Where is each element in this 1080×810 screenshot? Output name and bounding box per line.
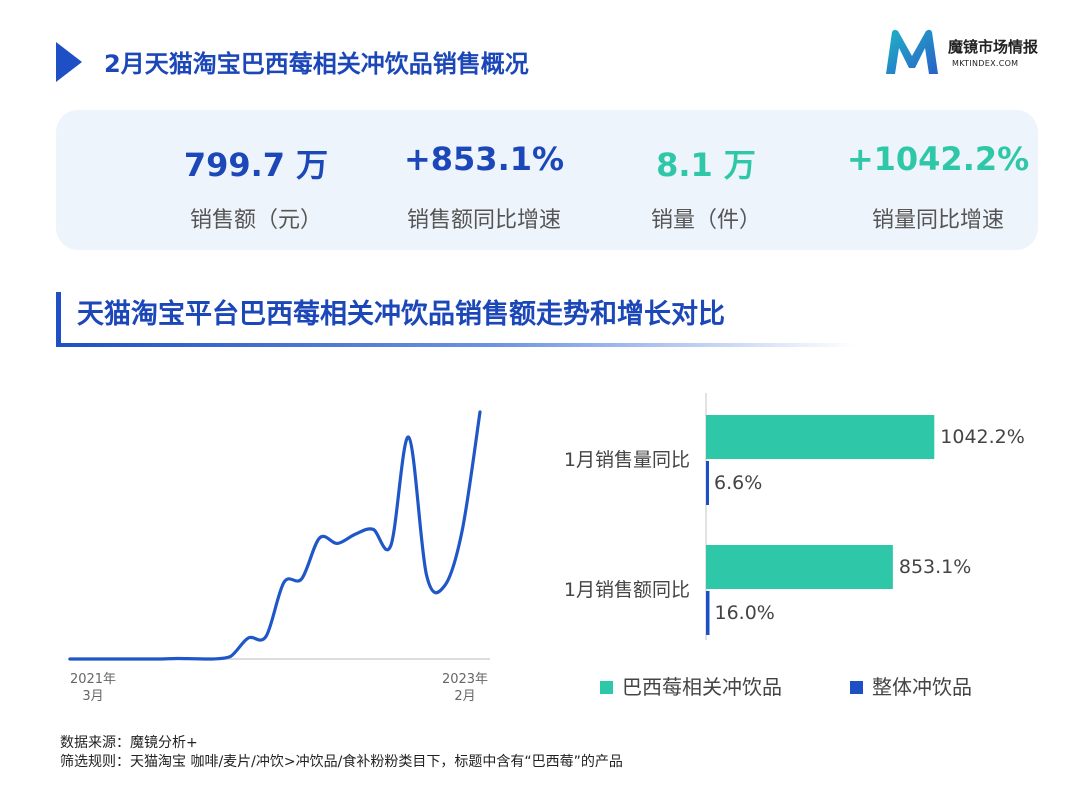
kpi-value: 8.1 万 [656, 146, 756, 184]
x-tick-label-start: 2021年 3月 [70, 672, 116, 704]
logo-name: 魔镜市场情报 [948, 38, 1039, 56]
bar-overall [706, 591, 710, 635]
logo: 魔镜市场情报 MKTINDEX.COM [882, 28, 1052, 80]
bar-overall [706, 461, 709, 505]
bar-value-label: 1042.2% [940, 426, 1025, 448]
kpi-label: 销量同比增速 [871, 208, 1004, 233]
footnote-source: 数据来源：魔镜分析+ [60, 735, 198, 751]
kpi-label: 销售额（元） [189, 208, 322, 233]
bar-value-label: 16.0% [715, 602, 775, 624]
bar-value-label: 6.6% [714, 472, 762, 494]
legend-swatch [850, 681, 863, 694]
sales-series-line [68, 410, 482, 661]
category-label: 1月销售额同比 [564, 579, 690, 601]
section-title: 天猫淘宝平台巴西莓相关冲饮品销售额走势和增长对比 [56, 292, 725, 346]
category-label: 1月销售量同比 [564, 449, 690, 471]
kpi-value: +853.1% [403, 140, 565, 178]
kpi-panel: 799.7 万 销售额（元） +853.1% 销售额同比增速 8.1 万 销量（… [56, 110, 1038, 250]
legend-label: 巴西莓相关冲饮品 [622, 675, 782, 699]
kpi-label: 销量（件） [650, 208, 761, 233]
kpi-value: 799.7 万 [183, 146, 329, 184]
title-arrow-icon [56, 42, 82, 82]
growth-comparison-bar-chart: 1月销售量同比 1042.2% 6.6% 1月销售额同比 853.1% 16.0% 巴西莓相… [564, 393, 1025, 699]
kpi-label: 销售额同比增速 [406, 208, 561, 233]
legend-label: 整体冲饮品 [872, 675, 972, 699]
bar-acai [706, 415, 935, 459]
logo-url: MKTINDEX.COM [952, 59, 1019, 68]
bar-value-label: 853.1% [899, 556, 971, 578]
bar-acai [706, 545, 893, 589]
page-title: 2月天猫淘宝巴西莓相关冲饮品销售概况 [104, 50, 529, 78]
legend-swatch [600, 681, 613, 694]
footnote-filter-rule: 筛选规则：天猫淘宝 咖啡/麦片/冲饮>冲饮品/食补粉粉类目下，标题中含有“巴西莓… [60, 754, 623, 770]
kpi-value: +1042.2% [846, 140, 1030, 178]
sales-trend-line-chart: 2021年 3月 2023年 2月 [68, 410, 490, 704]
section-underline [56, 343, 856, 347]
x-tick-label-end: 2023年 2月 [442, 672, 488, 704]
logo-m-icon [886, 29, 938, 74]
